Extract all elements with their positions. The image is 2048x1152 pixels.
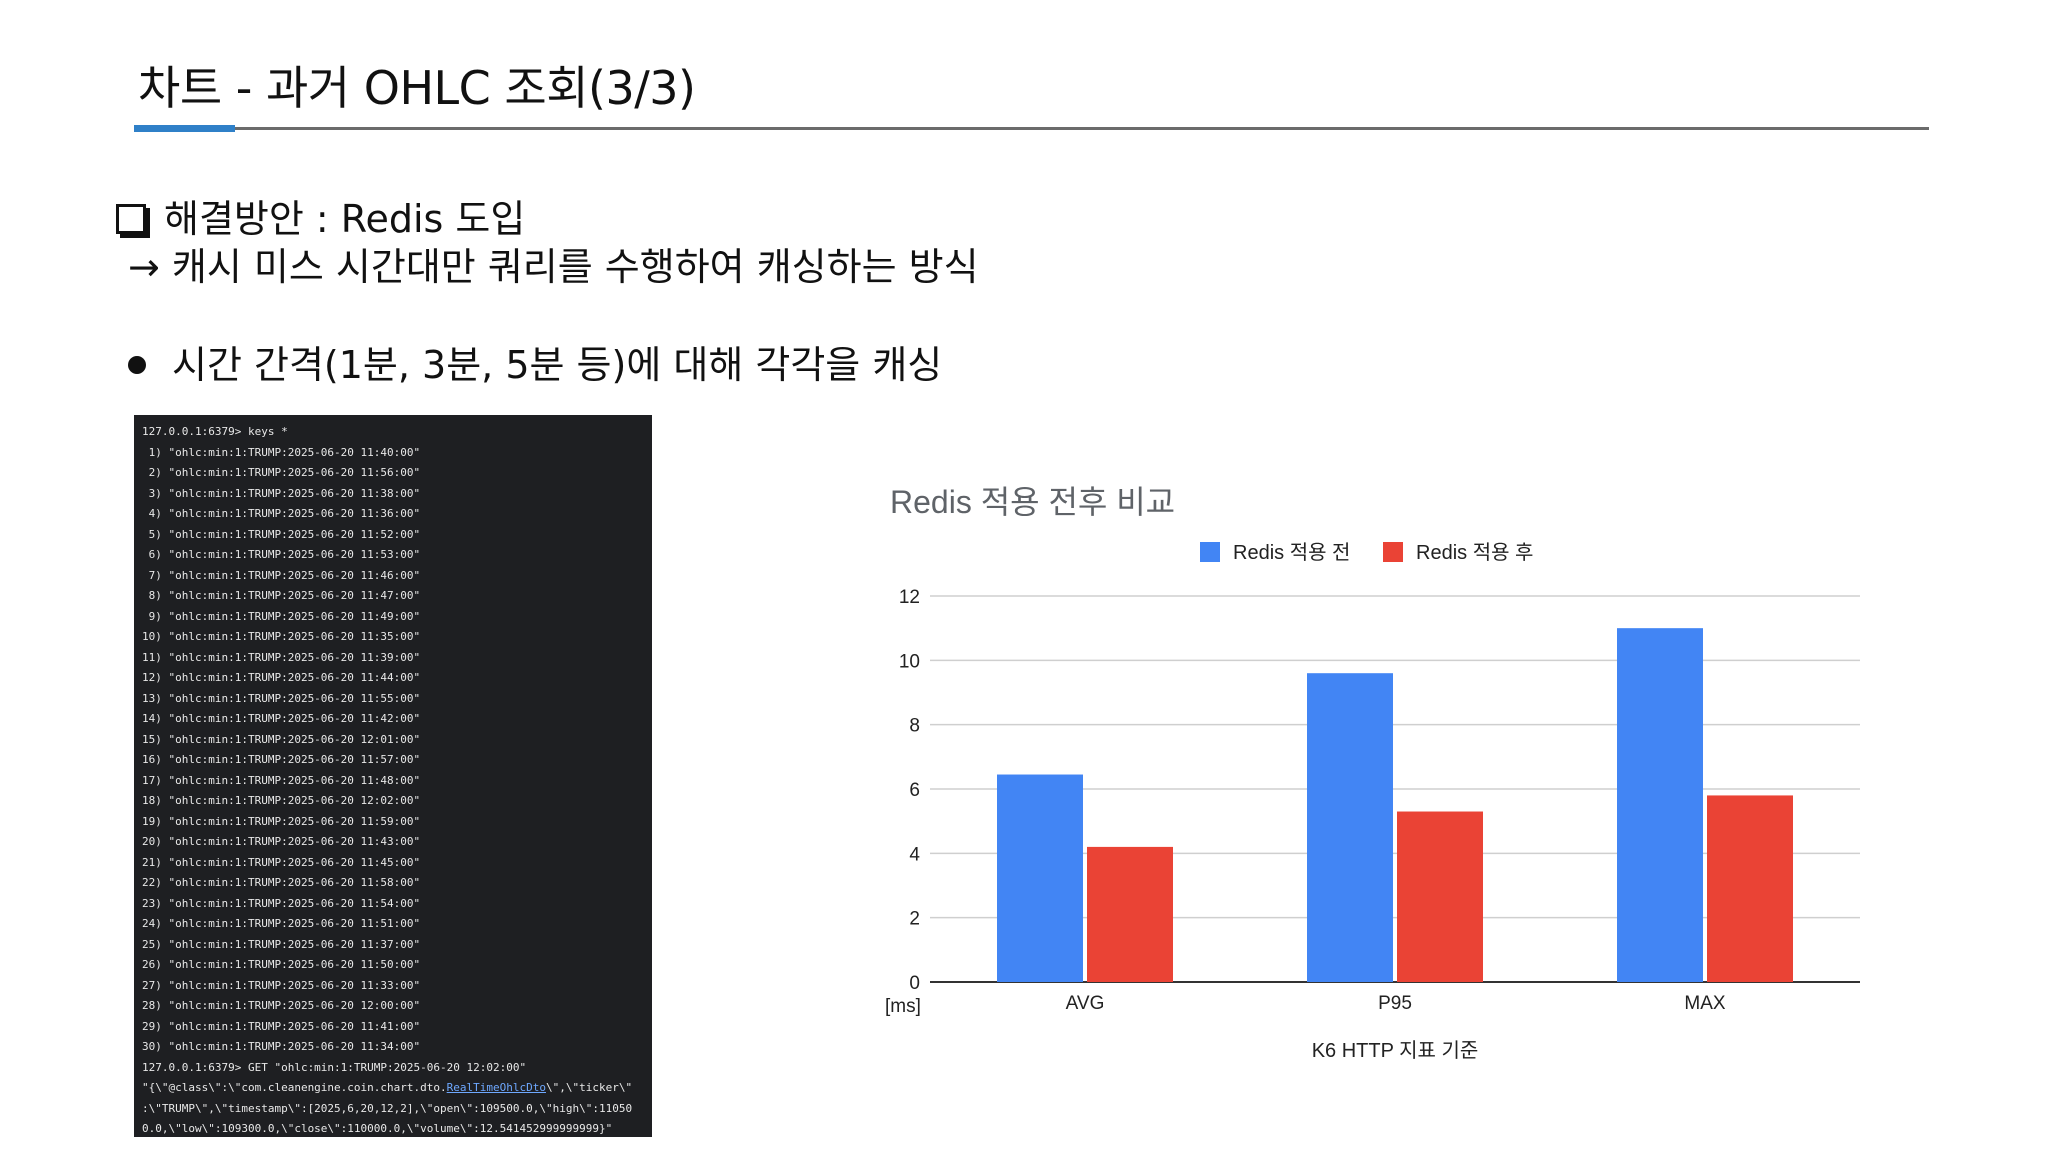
redis-cli-terminal: 127.0.0.1:6379> keys * 1) "ohlc:min:1:TR… (134, 415, 652, 1137)
terminal-command: 127.0.0.1:6379> keys * (142, 425, 288, 438)
terminal-key-line: 20) "ohlc:min:1:TRUMP:2025-06-20 11:43:0… (142, 835, 421, 848)
result-text: \",\"ticker\" (545, 1081, 633, 1094)
bar (1707, 795, 1793, 982)
result-text: "{\"@class\":\"com.cleanengine.coin.char… (142, 1081, 447, 1094)
checkbox-bullet-icon (116, 204, 146, 234)
bullet-text: 시간 간격(1분, 3분, 5분 등)에 대해 각각을 캐싱 (172, 343, 943, 387)
y-tick-label: 6 (909, 780, 920, 801)
terminal-key-line: 7) "ohlc:min:1:TRUMP:2025-06-20 11:46:00… (142, 568, 421, 582)
x-tick-label: P95 (1378, 993, 1412, 1014)
y-tick-label: 10 (899, 651, 920, 672)
bar (997, 774, 1083, 982)
slide-title: 차트 - 과거 OHLC 조회(3/3) (138, 61, 696, 115)
terminal-key-line: 1) "ohlc:min:1:TRUMP:2025-06-20 11:40:00… (142, 445, 421, 459)
terminal-key-line: 10) "ohlc:min:1:TRUMP:2025-06-20 11:35:0… (142, 630, 421, 643)
title-accent (134, 125, 235, 132)
bar (1307, 673, 1393, 982)
bullet-dot-icon (128, 356, 146, 374)
terminal-key-line: 16) "ohlc:min:1:TRUMP:2025-06-20 11:57:0… (142, 753, 421, 766)
legend-swatch (1200, 542, 1220, 562)
terminal-key-line: 15) "ohlc:min:1:TRUMP:2025-06-20 12:01:0… (142, 732, 421, 746)
x-tick-label: AVG (1066, 993, 1105, 1014)
solution-line: 해결방안 : Redis 도입 (116, 188, 525, 243)
legend-label: Redis 적용 전 (1233, 541, 1350, 564)
y-tick-label: 8 (909, 716, 920, 737)
y-unit-label: [ms] (885, 996, 921, 1017)
title-rule (134, 127, 1929, 130)
bar (1617, 628, 1703, 982)
x-tick-label: MAX (1684, 993, 1726, 1014)
terminal-key-line: 26) "ohlc:min:1:TRUMP:2025-06-20 11:50:0… (142, 958, 421, 971)
x-axis-label: K6 HTTP 지표 기준 (1312, 1039, 1479, 1062)
terminal-key-line: 24) "ohlc:min:1:TRUMP:2025-06-20 11:51:0… (142, 917, 421, 930)
terminal-key-line: 21) "ohlc:min:1:TRUMP:2025-06-20 11:45:0… (142, 855, 421, 869)
y-tick-label: 2 (909, 909, 920, 930)
terminal-result-line: 0.0,\"low\":109300.0,\"close\":110000.0,… (142, 1122, 613, 1135)
terminal-key-line: 17) "ohlc:min:1:TRUMP:2025-06-20 11:48:0… (142, 773, 421, 787)
terminal-result-line: "{\"@class\":\"com.cleanengine.coin.char… (142, 1078, 646, 1099)
terminal-key-line: 19) "ohlc:min:1:TRUMP:2025-06-20 11:59:0… (142, 814, 421, 828)
bar (1087, 846, 1173, 982)
terminal-key-line: 8) "ohlc:min:1:TRUMP:2025-06-20 11:47:00… (142, 589, 421, 602)
terminal-key-line: 3) "ohlc:min:1:TRUMP:2025-06-20 11:38:00… (142, 486, 421, 500)
terminal-key-line: 9) "ohlc:min:1:TRUMP:2025-06-20 11:49:00… (142, 609, 421, 623)
terminal-key-line: 23) "ohlc:min:1:TRUMP:2025-06-20 11:54:0… (142, 896, 421, 910)
terminal-key-line: 4) "ohlc:min:1:TRUMP:2025-06-20 11:36:00… (142, 507, 421, 520)
comparison-chart: Redis 적용 전후 비교 Redis 적용 전 Redis 적용 후 0 2 4 6 8 1… (870, 460, 1880, 1080)
terminal-key-line: 12) "ohlc:min:1:TRUMP:2025-06-20 11:44:0… (142, 671, 421, 684)
terminal-key-line: 14) "ohlc:min:1:TRUMP:2025-06-20 11:42:0… (142, 712, 421, 725)
chart-title: Redis 적용 전후 비교 (890, 484, 1175, 520)
terminal-key-line: 28) "ohlc:min:1:TRUMP:2025-06-20 12:00:0… (142, 999, 421, 1012)
terminal-key-line: 22) "ohlc:min:1:TRUMP:2025-06-20 11:58:0… (142, 876, 421, 889)
terminal-key-line: 13) "ohlc:min:1:TRUMP:2025-06-20 11:55:0… (142, 691, 421, 705)
y-tick-label: 12 (899, 587, 920, 608)
terminal-key-line: 27) "ohlc:min:1:TRUMP:2025-06-20 11:33:0… (142, 978, 421, 992)
terminal-key-line: 25) "ohlc:min:1:TRUMP:2025-06-20 11:37:0… (142, 937, 421, 951)
legend-swatch (1383, 542, 1403, 562)
result-class-link[interactable]: RealTimeOhlcDto (446, 1081, 546, 1094)
bullet-line: 시간 간격(1분, 3분, 5분 등)에 대해 각각을 캐싱 (128, 334, 942, 389)
y-tick-label: 0 (909, 973, 920, 994)
terminal-key-line: 2) "ohlc:min:1:TRUMP:2025-06-20 11:56:00… (142, 466, 421, 479)
terminal-key-line: 18) "ohlc:min:1:TRUMP:2025-06-20 12:02:0… (142, 794, 421, 807)
solution-detail: → 캐시 미스 시간대만 쿼리를 수행하여 캐싱하는 방식 (128, 245, 979, 289)
terminal-key-line: 30) "ohlc:min:1:TRUMP:2025-06-20 11:34:0… (142, 1040, 421, 1053)
bar (1397, 811, 1483, 982)
bar-chart-svg: Redis 적용 전후 비교 Redis 적용 전 Redis 적용 후 0 2 4 6 8 1… (885, 484, 1860, 1062)
terminal-key-list: 1) "ohlc:min:1:TRUMP:2025-06-20 11:40:00… (142, 443, 646, 1058)
terminal-get-command: 127.0.0.1:6379> GET "ohlc:min:1:TRUMP:20… (142, 1060, 527, 1074)
solution-text: 해결방안 : Redis 도입 (164, 197, 526, 241)
terminal-key-line: 6) "ohlc:min:1:TRUMP:2025-06-20 11:53:00… (142, 548, 421, 561)
terminal-key-line: 29) "ohlc:min:1:TRUMP:2025-06-20 11:41:0… (142, 1019, 421, 1033)
legend-label: Redis 적용 후 (1416, 541, 1533, 564)
y-tick-label: 4 (909, 844, 920, 865)
terminal-key-line: 11) "ohlc:min:1:TRUMP:2025-06-20 11:39:0… (142, 650, 421, 664)
terminal-result-line: :\"TRUMP\",\"timestamp\":[2025,6,20,12,2… (142, 1101, 633, 1115)
terminal-key-line: 5) "ohlc:min:1:TRUMP:2025-06-20 11:52:00… (142, 527, 421, 541)
